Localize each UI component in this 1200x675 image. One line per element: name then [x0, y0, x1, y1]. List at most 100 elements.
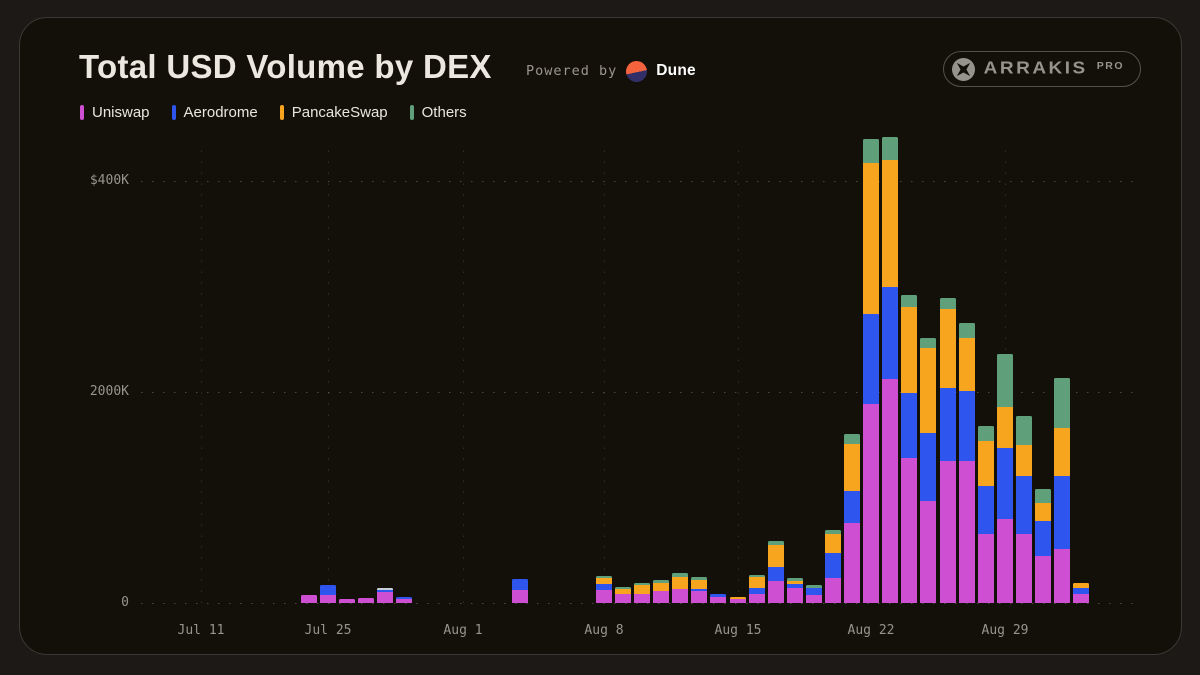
bar-sep-1[interactable] — [1054, 378, 1070, 603]
legend-item-uniswap[interactable]: Uniswap — [80, 104, 150, 121]
bar-segment-others — [863, 138, 879, 164]
bar-segment-pancakeswap — [653, 582, 669, 592]
bar-segment-pancakeswap — [615, 589, 631, 594]
bar-segment-uniswap — [749, 593, 765, 603]
bar-segment-uniswap — [1073, 593, 1089, 603]
bar-segment-uniswap — [997, 518, 1013, 603]
bar-aug-12[interactable] — [672, 573, 688, 603]
bar-aug-13[interactable] — [691, 576, 707, 603]
bar-segment-others — [672, 573, 688, 577]
legend-item-others[interactable]: Others — [409, 104, 467, 121]
bar-aug-17[interactable] — [768, 540, 784, 603]
y-gridline — [141, 181, 1141, 182]
bar-aug-22[interactable] — [863, 138, 879, 603]
bar-aug-21[interactable] — [844, 434, 860, 603]
bar-segment-uniswap — [339, 598, 355, 603]
bar-aug-26[interactable] — [940, 298, 956, 603]
arrakis-brand-label: ARRAKIS — [983, 58, 1088, 79]
bar-aug-4[interactable] — [512, 578, 528, 603]
bar-aug-14[interactable] — [710, 593, 726, 603]
bar-segment-others — [825, 530, 841, 535]
bar-aug-29[interactable] — [997, 354, 1013, 603]
bar-segment-pancakeswap — [672, 576, 688, 590]
bar-aug-19[interactable] — [806, 585, 822, 603]
bar-segment-others — [634, 582, 650, 586]
bar-segment-aerodrome — [787, 584, 803, 589]
bar-segment-others — [959, 323, 975, 339]
bar-segment-pancakeswap — [901, 306, 917, 394]
bar-aug-31[interactable] — [1035, 489, 1051, 603]
bar-segment-uniswap — [396, 598, 412, 603]
bar-segment-aerodrome — [978, 485, 994, 535]
bar-segment-uniswap — [920, 500, 936, 603]
bar-aug-8[interactable] — [596, 575, 612, 603]
arrakis-star-icon — [951, 57, 975, 81]
bar-aug-24[interactable] — [901, 294, 917, 603]
arrakis-pro-label: PRO — [1096, 60, 1124, 72]
bar-segment-uniswap — [825, 577, 841, 603]
bar-segment-others — [653, 579, 669, 583]
bar-segment-uniswap — [1054, 549, 1070, 603]
y-gridline — [141, 603, 1141, 604]
bar-jul-25[interactable] — [320, 585, 336, 603]
bar-aug-27[interactable] — [959, 323, 975, 603]
bar-segment-aerodrome — [997, 447, 1013, 519]
legend-swatch-pancakeswap — [279, 105, 284, 120]
plot-area: $400K 2000K 0 Jul 11 Jul 25 Aug 1 Aug 8 Aug 15 A… — [90, 136, 1141, 638]
bar-aug-25[interactable] — [920, 338, 936, 603]
bar-segment-aerodrome — [959, 390, 975, 461]
bar-segment-pancakeswap — [691, 579, 707, 590]
x-axis-tick-label: Aug 15 — [714, 623, 762, 638]
page-title: Total USD Volume by DEX — [79, 48, 492, 85]
bar-aug-9[interactable] — [615, 587, 631, 603]
bar-segment-pancakeswap — [844, 443, 860, 492]
bar-jul-28[interactable] — [377, 588, 393, 603]
bar-segment-aerodrome — [882, 286, 898, 380]
bar-segment-pancakeswap — [596, 577, 612, 585]
bar-aug-10[interactable] — [634, 582, 650, 603]
x-axis-tick-label: Aug 1 — [443, 623, 483, 638]
x-axis-tick-label: Aug 8 — [584, 623, 624, 638]
legend-item-pancakeswap[interactable]: PancakeSwap — [279, 104, 388, 121]
bar-aug-30[interactable] — [1016, 416, 1032, 603]
bar-aug-16[interactable] — [749, 574, 765, 603]
arrakis-logo[interactable]: ARRAKIS PRO — [942, 51, 1141, 87]
x-gridline — [463, 149, 464, 603]
bar-segment-others — [844, 434, 860, 444]
bar-segment-uniswap — [768, 580, 784, 603]
bar-segment-aerodrome — [377, 590, 393, 593]
bar-segment-uniswap — [940, 460, 956, 603]
bar-segment-others — [749, 574, 765, 577]
bar-segment-uniswap — [730, 598, 746, 603]
bar-segment-others — [691, 576, 707, 580]
bar-aug-23[interactable] — [882, 136, 898, 603]
bar-aug-28[interactable] — [978, 425, 994, 603]
powered-by-label: Powered by — [526, 63, 618, 79]
bar-segment-others — [940, 298, 956, 309]
powered-by-dune[interactable]: Powered by Dune — [526, 58, 696, 84]
bar-jul-24[interactable] — [301, 594, 317, 603]
bar-jul-27[interactable] — [358, 597, 374, 603]
bar-segment-uniswap — [691, 591, 707, 603]
bar-segment-uniswap — [806, 594, 822, 603]
bar-segment-uniswap — [863, 403, 879, 603]
bar-segment-aerodrome — [806, 588, 822, 595]
bar-segment-aerodrome — [1054, 476, 1070, 550]
dashboard-card: Total USD Volume by DEX Powered by Dune … — [19, 17, 1182, 655]
bar-segment-uniswap — [1016, 534, 1032, 603]
bar-segment-uniswap — [634, 593, 650, 603]
bar-jul-29[interactable] — [396, 596, 412, 603]
bar-segment-uniswap — [787, 588, 803, 603]
bar-segment-pancakeswap — [978, 440, 994, 486]
legend-item-aerodrome[interactable]: Aerodrome — [171, 104, 258, 121]
bar-aug-18[interactable] — [787, 577, 803, 603]
bar-sep-2[interactable] — [1073, 582, 1089, 603]
dune-logo-icon — [626, 60, 648, 82]
bar-segment-others — [1016, 416, 1032, 445]
x-gridline — [328, 149, 329, 603]
bar-jul-26[interactable] — [339, 598, 355, 603]
bar-aug-20[interactable] — [825, 530, 841, 603]
bar-aug-15[interactable] — [730, 596, 746, 603]
bar-segment-pancakeswap — [634, 585, 650, 594]
bar-aug-11[interactable] — [653, 579, 669, 603]
